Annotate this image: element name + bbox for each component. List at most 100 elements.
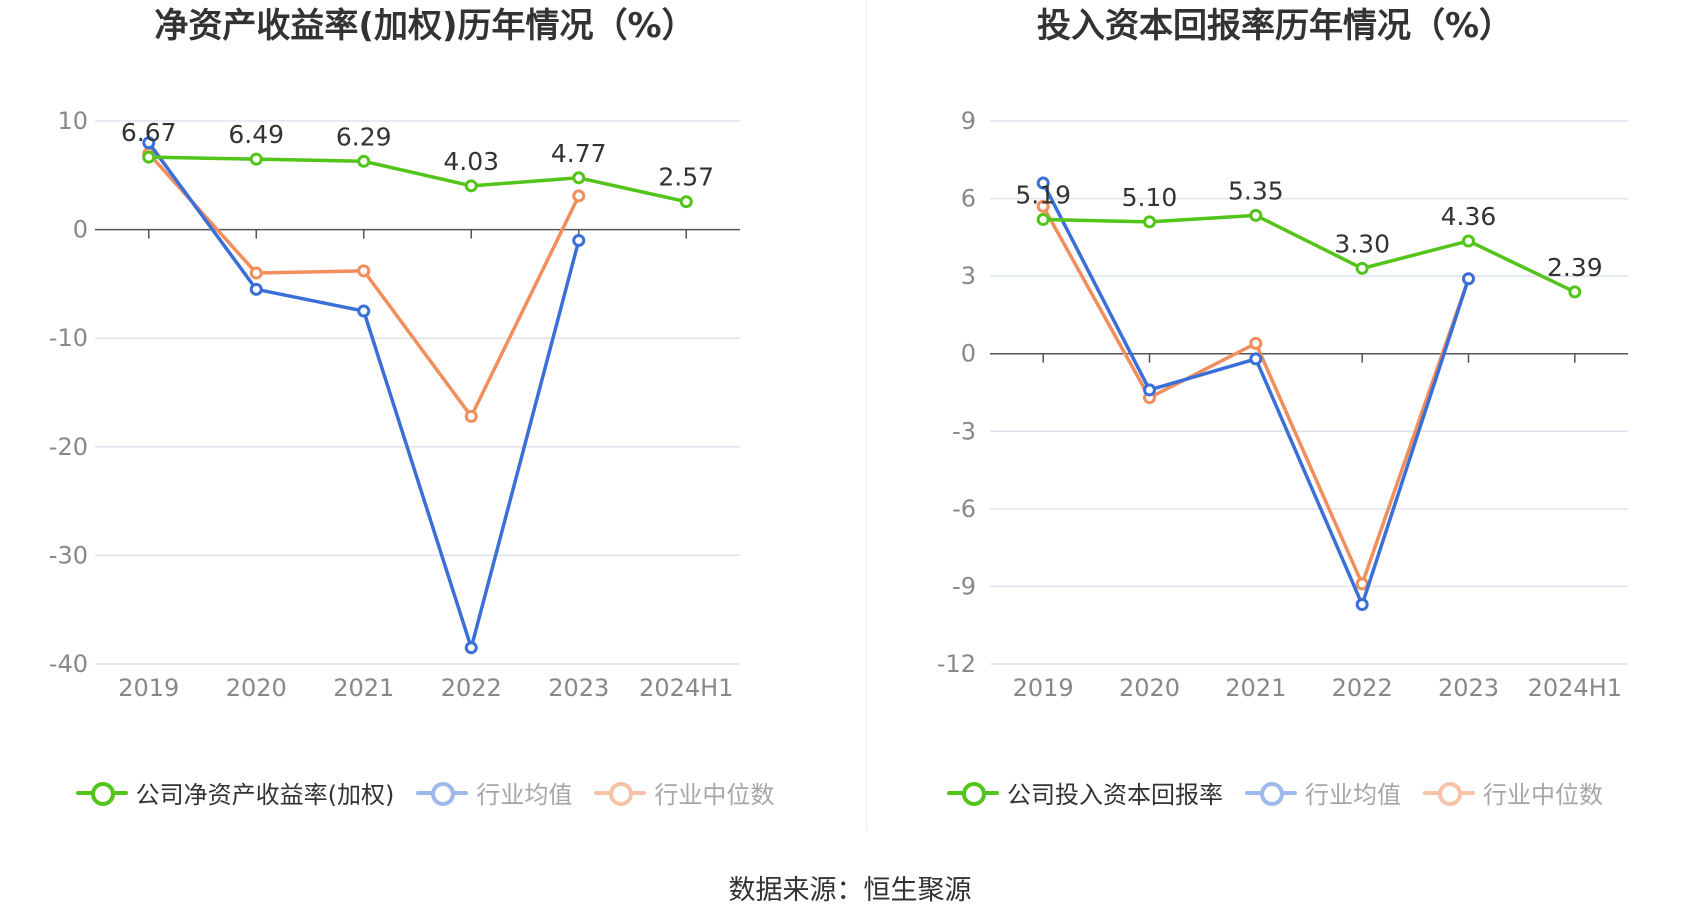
data-point-average bbox=[1462, 272, 1475, 286]
data-point-average bbox=[1143, 383, 1156, 397]
legend-item-company[interactable]: 公司投入资本回报率 bbox=[947, 775, 1223, 810]
data-point-median bbox=[1249, 336, 1263, 350]
legend-median-icon bbox=[594, 781, 647, 806]
data-point-average bbox=[142, 136, 156, 150]
data-label: 4.03 bbox=[443, 147, 499, 176]
data-point-company bbox=[572, 171, 586, 185]
data-point-average bbox=[1355, 598, 1369, 612]
y-tick-label: -30 bbox=[49, 541, 88, 569]
data-point-median bbox=[572, 189, 586, 203]
data-label: 5.19 bbox=[1015, 181, 1071, 210]
data-point-company bbox=[142, 150, 156, 164]
legend-company-icon bbox=[75, 781, 128, 806]
data-point-average bbox=[357, 304, 371, 318]
roic-chart-plot: 9 6 3 0 -3 -6 -9 -12 2019 2020 2021 2022 2023 2024H1 5… bbox=[937, 107, 1628, 702]
data-label: 5.10 bbox=[1122, 183, 1178, 212]
roe-chart-plot: 10 0 -10 -20 -30 -40 2019 2020 2021 2022 2023 2024H… bbox=[49, 107, 740, 702]
panel-divider bbox=[866, 0, 867, 830]
x-tick-label: 2020 bbox=[226, 674, 287, 702]
data-point-median bbox=[1355, 577, 1369, 591]
data-point-median bbox=[249, 266, 263, 280]
legend-item-average[interactable]: 行业均值 bbox=[1245, 775, 1401, 810]
chart-legend: 公司净资产收益率(加权) 行业均值 行业中位数 bbox=[0, 775, 850, 810]
y-tick-label: 6 bbox=[961, 185, 976, 213]
legend-item-median[interactable]: 行业中位数 bbox=[1423, 775, 1603, 810]
data-label: 6.29 bbox=[336, 122, 392, 151]
series-line-median bbox=[147, 152, 581, 419]
legend-company-icon bbox=[947, 781, 999, 806]
x-tick-label: 2023 bbox=[1438, 674, 1499, 702]
y-tick-label: -9 bbox=[952, 572, 976, 600]
data-point-median bbox=[464, 409, 478, 423]
data-point-company bbox=[1568, 285, 1582, 299]
legend-label: 公司净资产收益率(加权) bbox=[135, 781, 395, 809]
series-line-average bbox=[1041, 182, 1471, 607]
x-tick-label: 2019 bbox=[118, 674, 179, 702]
series-line-company bbox=[1043, 213, 1576, 294]
data-point-average bbox=[464, 641, 478, 655]
data-point-average bbox=[249, 282, 263, 296]
y-tick-label: 10 bbox=[57, 107, 88, 135]
legend-label: 行业中位数 bbox=[1483, 781, 1603, 809]
legend-label: 行业均值 bbox=[1305, 781, 1401, 809]
data-label: 4.77 bbox=[551, 139, 607, 168]
x-tick-label: 2024H1 bbox=[1528, 674, 1622, 702]
chart-legend: 公司投入资本回报率 行业均值 行业中位数 bbox=[850, 775, 1700, 810]
data-point-company bbox=[1143, 215, 1156, 229]
x-tick-label: 2022 bbox=[441, 674, 502, 702]
legend-label: 行业中位数 bbox=[654, 781, 775, 809]
data-point-average bbox=[1249, 352, 1263, 366]
x-tick-label: 2021 bbox=[1225, 674, 1286, 702]
y-tick-label: 3 bbox=[961, 262, 976, 290]
data-source-note: 数据来源：恒生聚源 bbox=[728, 875, 972, 906]
data-label: 2.39 bbox=[1547, 253, 1603, 282]
data-point-company bbox=[1462, 234, 1475, 248]
data-point-company bbox=[464, 179, 478, 193]
y-tick-label: -10 bbox=[49, 324, 88, 352]
roic-chart-panel: 投入资本回报率历年情况（%） 9 6 3 0 -3 -6 -9 -12 2019 2020 2021… bbox=[850, 0, 1700, 830]
x-tick-label: 2024H1 bbox=[639, 674, 733, 702]
x-tick-label: 2021 bbox=[333, 674, 394, 702]
data-point-median bbox=[1036, 199, 1050, 213]
legend-average-icon bbox=[1245, 781, 1297, 806]
y-tick-label: 0 bbox=[961, 340, 976, 368]
chart-title: 投入资本回报率历年情况（%） bbox=[1036, 6, 1514, 46]
legend-item-company[interactable]: 公司净资产收益率(加权) bbox=[75, 775, 395, 810]
data-label: 6.49 bbox=[228, 120, 284, 149]
data-point-company bbox=[357, 154, 371, 168]
y-tick-label: -3 bbox=[952, 417, 976, 445]
y-tick-label: 0 bbox=[73, 216, 88, 244]
legend-label: 行业均值 bbox=[476, 781, 573, 809]
roe-chart-panel: 净资产收益率(加权)历年情况（%） 10 0 -10 -20 -30 -40 2019 202… bbox=[0, 0, 850, 830]
x-tick-label: 2022 bbox=[1332, 674, 1393, 702]
data-label: 5.35 bbox=[1228, 176, 1284, 205]
data-label: 6.67 bbox=[121, 118, 177, 147]
y-tick-label: -12 bbox=[937, 650, 976, 678]
legend-label: 公司投入资本回报率 bbox=[1007, 781, 1223, 809]
legend-item-median[interactable]: 行业中位数 bbox=[594, 775, 774, 810]
series-line-median bbox=[1041, 205, 1471, 586]
data-label: 4.36 bbox=[1441, 202, 1497, 231]
data-point-company bbox=[1355, 261, 1369, 275]
data-point-average bbox=[572, 233, 586, 247]
y-tick-label: -40 bbox=[49, 650, 88, 678]
data-point-company bbox=[679, 195, 693, 209]
x-tick-label: 2020 bbox=[1119, 674, 1180, 702]
data-point-median bbox=[357, 264, 371, 278]
data-point-company bbox=[249, 152, 263, 166]
data-label: 3.30 bbox=[1334, 229, 1390, 258]
y-tick-label: 9 bbox=[961, 107, 976, 135]
series-line-average bbox=[147, 141, 581, 650]
legend-average-icon bbox=[416, 781, 469, 806]
data-point-company bbox=[1249, 208, 1263, 222]
series-line-company bbox=[148, 155, 687, 204]
y-tick-label: -20 bbox=[49, 433, 88, 461]
x-tick-label: 2019 bbox=[1013, 674, 1074, 702]
legend-median-icon bbox=[1423, 781, 1475, 806]
data-point-company bbox=[1036, 213, 1050, 227]
y-tick-label: -6 bbox=[952, 495, 976, 523]
x-tick-label: 2023 bbox=[548, 674, 609, 702]
chart-title: 净资产收益率(加权)历年情况（%） bbox=[154, 6, 696, 46]
data-point-average bbox=[1036, 176, 1050, 190]
legend-item-average[interactable]: 行业均值 bbox=[416, 775, 572, 810]
